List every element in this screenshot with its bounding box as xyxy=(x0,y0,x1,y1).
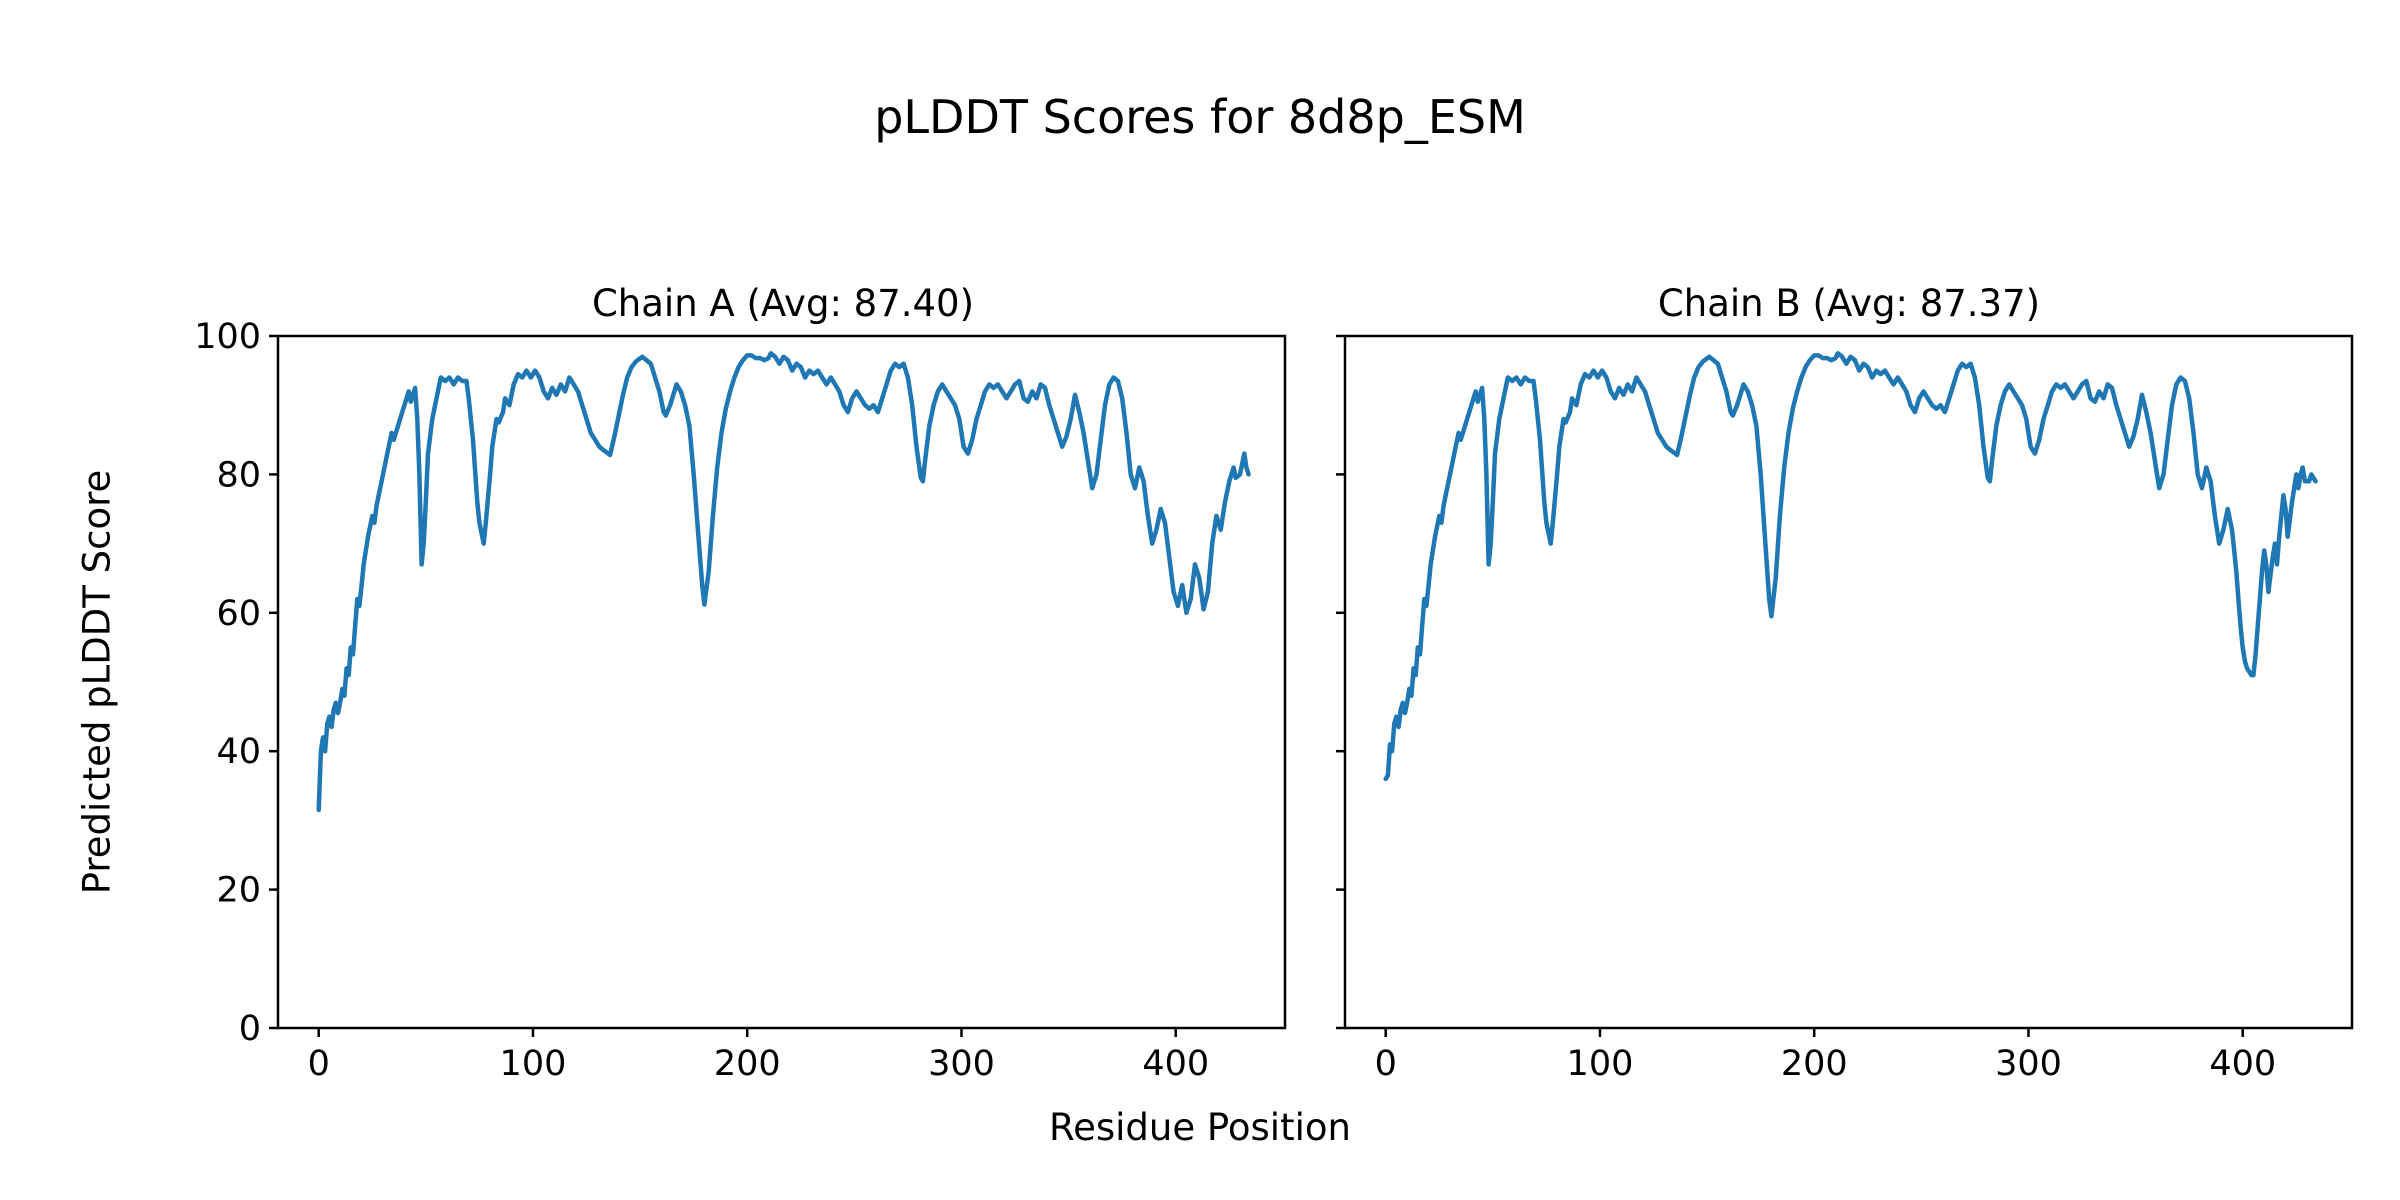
chain-a-x-tick-label: 0 xyxy=(308,1044,330,1084)
figure-title: pLDDT Scores for 8d8p_ESM xyxy=(874,90,1526,144)
chain-a-y-tick-label: 60 xyxy=(216,594,261,634)
chain-a-x-tick-label: 400 xyxy=(1142,1044,1209,1084)
chain-b-x-tick-label: 200 xyxy=(1781,1044,1848,1084)
chain-b-plddt-line xyxy=(1383,351,2318,782)
subplot-chain-a-title: Chain A (Avg: 87.40) xyxy=(591,282,975,325)
subplot-chain-b-title: Chain B (Avg: 87.37) xyxy=(1657,282,2041,325)
chain-a-axes-frame xyxy=(276,334,1287,1030)
chain-a-x-tick-label: 100 xyxy=(500,1044,567,1084)
chain-a-y-tick-label: 0 xyxy=(239,1009,261,1049)
chain-b-x-tick-label: 0 xyxy=(1375,1044,1397,1084)
chain-a-y-tick-label: 20 xyxy=(216,871,261,911)
chain-a-axes-group: 0 100 200 300 400 0 20 40 60 80 100 xyxy=(194,317,1287,1084)
chain-b-axes-frame xyxy=(1343,334,2354,1030)
chain-a-y-tick-label: 80 xyxy=(216,455,261,495)
chain-a-y-tick-label: 100 xyxy=(194,317,261,357)
chain-a-y-tick-label: 40 xyxy=(216,732,261,772)
chain-a-plddt-line xyxy=(316,351,1251,813)
x-axis-label: Residue Position xyxy=(1049,1106,1351,1149)
chain-a-x-tick-label: 300 xyxy=(928,1044,995,1084)
chain-b-x-tick-label: 300 xyxy=(1995,1044,2062,1084)
chain-b-x-tick-label: 100 xyxy=(1567,1044,1634,1084)
chain-b-axes-group: 0 100 200 300 400 xyxy=(1336,334,2354,1084)
chain-a-x-tick-label: 200 xyxy=(714,1044,781,1084)
chain-b-x-tick-label: 400 xyxy=(2209,1044,2276,1084)
